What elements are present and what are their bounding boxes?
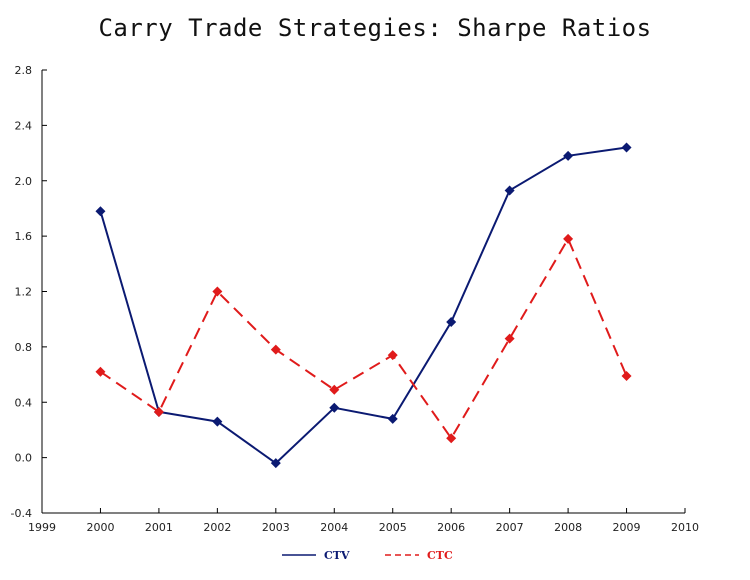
data-point-ctc (270, 344, 281, 355)
series-ctc (95, 233, 632, 444)
data-point-ctv (446, 316, 457, 327)
data-point-ctc (621, 370, 632, 381)
data-point-ctc (153, 406, 164, 417)
data-point-ctv (387, 413, 398, 424)
x-tick-label: 2010 (671, 521, 699, 534)
data-point-ctc (329, 384, 340, 395)
x-tick-label: 2009 (613, 521, 641, 534)
data-point-ctv (621, 142, 632, 153)
y-tick-label: 0.0 (15, 452, 33, 465)
chart-title: Carry Trade Strategies: Sharpe Ratios (98, 14, 652, 42)
y-tick-label: 2.8 (15, 64, 33, 77)
data-point-ctc (563, 233, 574, 244)
x-tick-label: 2003 (262, 521, 290, 534)
x-tick-label: 2000 (86, 521, 114, 534)
data-point-ctv (563, 150, 574, 161)
series-ctv (95, 142, 632, 469)
series-line-ctv (99, 146, 627, 465)
y-axis-ticks: -0.4 0.0 0.4 0.8 1.2 1.6 2.0 2.4 2.8 (11, 64, 47, 520)
data-point-ctv (504, 185, 515, 196)
x-tick-label: 2007 (496, 521, 524, 534)
series-line-ctc (99, 236, 628, 441)
x-tick-label: 2006 (437, 521, 465, 534)
y-tick-label: -0.4 (11, 507, 32, 520)
legend: CTV CTC (282, 549, 453, 562)
x-tick-label: 2008 (554, 521, 582, 534)
legend-label-ctv: CTV (324, 549, 350, 562)
axes (41, 70, 685, 514)
y-tick-label: 1.6 (15, 230, 33, 243)
data-point-ctc (504, 333, 515, 344)
x-tick-label: 2004 (320, 521, 348, 534)
data-point-ctc (212, 286, 223, 297)
legend-label-ctc: CTC (427, 549, 453, 562)
series-group (95, 142, 632, 469)
x-tick-label: 1999 (28, 521, 56, 534)
y-tick-label: 2.0 (15, 175, 33, 188)
y-tick-label: 2.4 (15, 119, 33, 132)
x-tick-label: 2001 (145, 521, 173, 534)
data-point-ctc (387, 350, 398, 361)
y-tick-label: 1.2 (15, 286, 33, 299)
data-point-ctv (270, 458, 281, 469)
data-point-ctv (95, 206, 106, 217)
data-point-ctc (446, 433, 457, 444)
data-point-ctc (95, 366, 106, 377)
data-point-ctv (212, 416, 223, 427)
y-tick-label: 0.4 (15, 396, 33, 409)
data-point-ctv (329, 402, 340, 413)
y-tick-label: 0.8 (15, 341, 33, 354)
x-axis-ticks: 1999 2000 2001 2002 2003 2004 2005 2006 2007 2008… (28, 508, 699, 534)
x-tick-label: 2005 (379, 521, 407, 534)
x-tick-label: 2002 (203, 521, 231, 534)
